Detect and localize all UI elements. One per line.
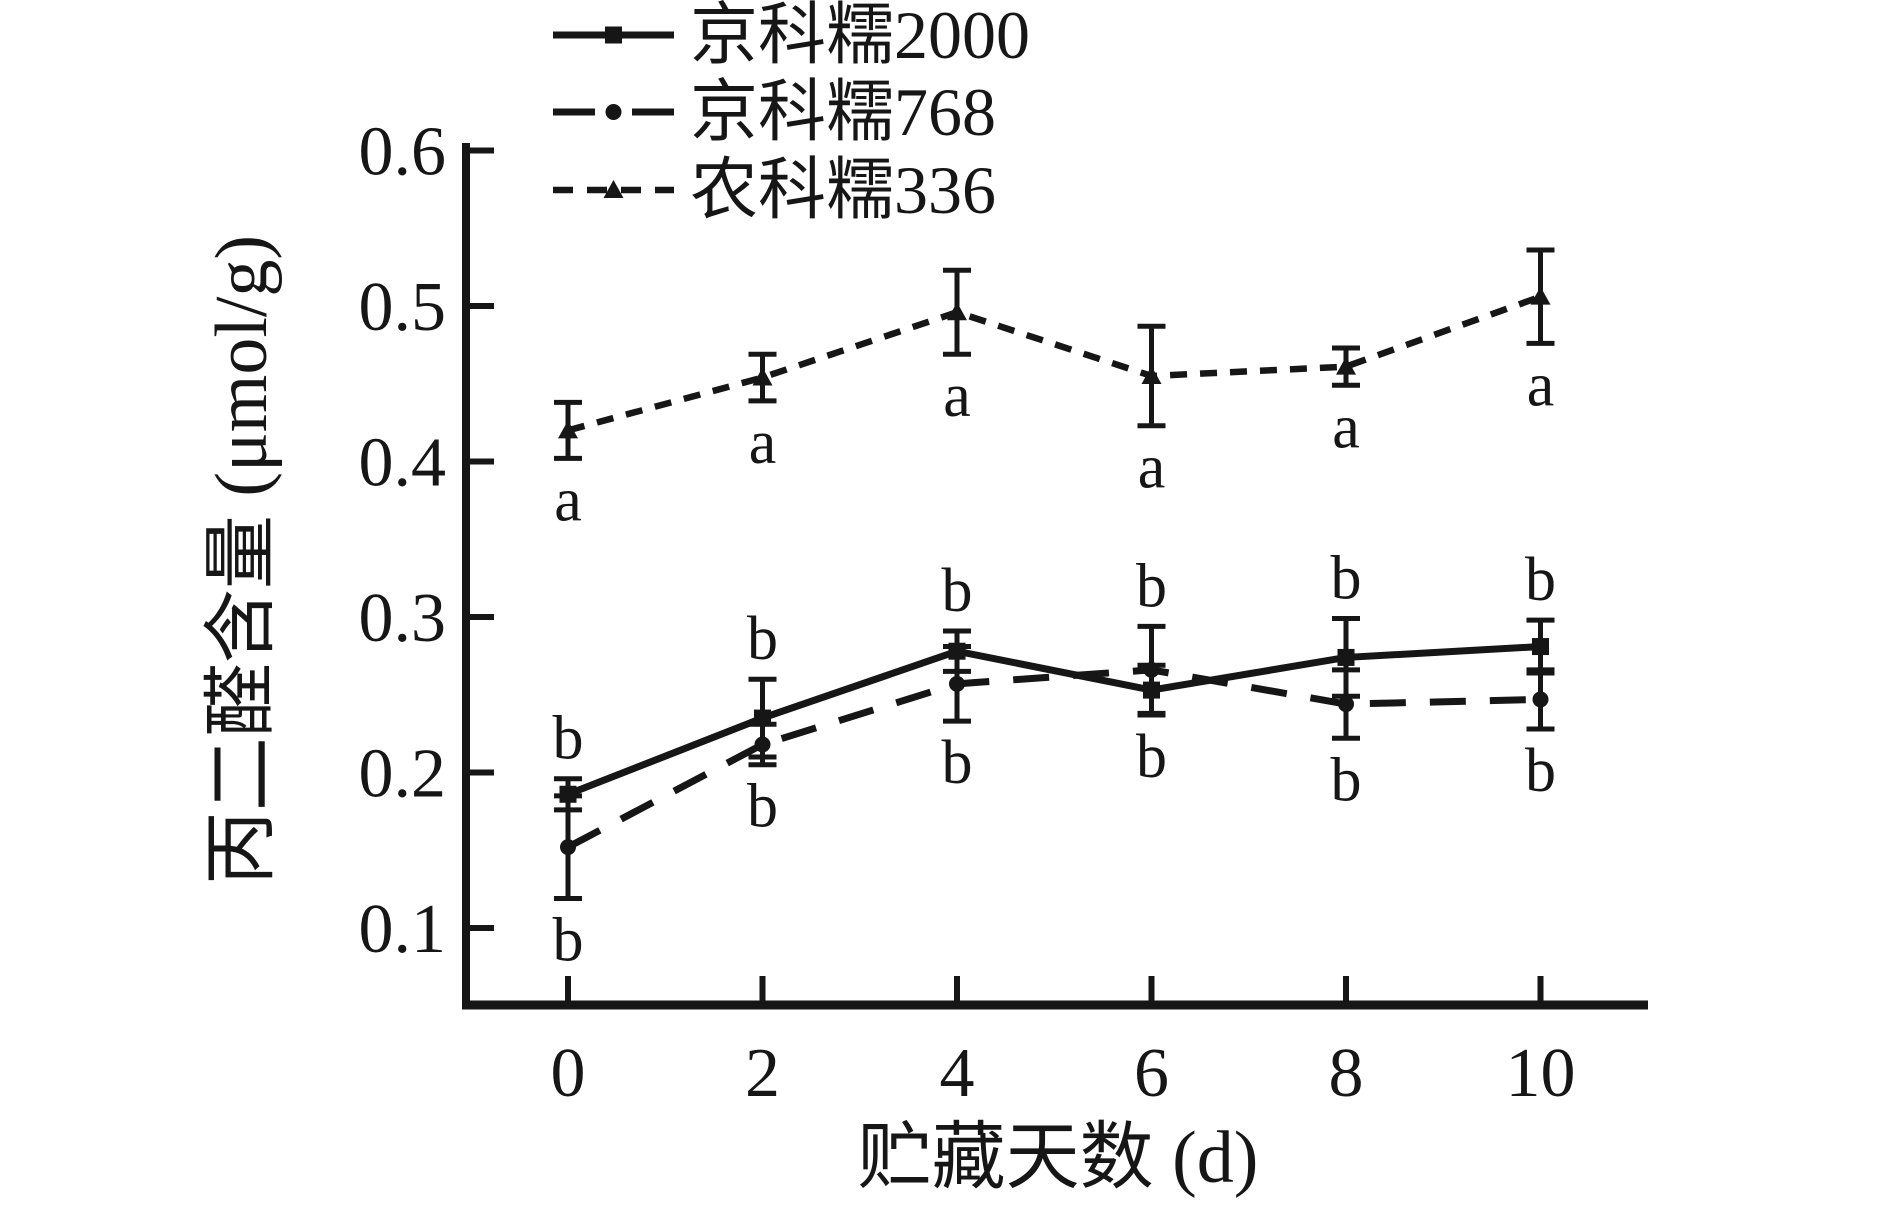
triangle-marker [752, 367, 773, 386]
circle-marker [605, 104, 622, 120]
square-marker [1532, 638, 1549, 656]
sig-label: b [553, 705, 584, 773]
sig-label: a [554, 466, 582, 534]
square-marker [559, 785, 577, 803]
x-tick-label: 4 [940, 1035, 975, 1112]
circle-marker [560, 839, 576, 856]
triangle-marker [558, 420, 578, 439]
y-axis-title: 丙二醛含量 (μmol/g) [201, 235, 283, 885]
circle-marker [1338, 696, 1354, 713]
triangle-marker [947, 302, 967, 321]
x-tick-label: 0 [551, 1035, 586, 1112]
circle-marker [1532, 691, 1549, 708]
triangle-marker [1336, 356, 1356, 375]
sig-label: b [1331, 746, 1362, 814]
square-marker [1143, 681, 1160, 699]
sig-label: a [749, 409, 777, 477]
y-tick-label: 0.1 [359, 891, 447, 968]
sig-label: b [942, 557, 973, 625]
series-line [567, 293, 1542, 434]
series-line [566, 643, 1541, 798]
square-marker [754, 709, 771, 727]
y-tick-label: 0.2 [359, 736, 447, 813]
sig-label: b [1525, 546, 1556, 614]
y-tick-label: 0.3 [359, 580, 447, 657]
series-triangle: a a a a a a [554, 247, 1555, 534]
square-marker [948, 642, 966, 660]
y-tick-label: 0.5 [359, 269, 447, 346]
sig-label: b [553, 906, 584, 974]
triangle-marker [1141, 365, 1162, 384]
y-tick-label: 0.6 [359, 114, 447, 191]
legend-label: 京科糯768 [690, 74, 996, 150]
triangle-marker [1530, 286, 1551, 305]
x-tick-label: 6 [1134, 1035, 1169, 1112]
legend-label: 京科糯2000 [690, 0, 1030, 73]
series-square: b b b b b b [553, 545, 1556, 813]
legend-item: 农科糯336 [553, 152, 996, 228]
x-tick-label: 2 [745, 1035, 780, 1112]
legend-item: 京科糯768 [553, 74, 996, 150]
sig-label: a [1332, 393, 1360, 461]
sig-label: b [747, 773, 778, 841]
triangle-marker [603, 180, 624, 198]
y-tick-label: 0.4 [359, 425, 447, 502]
sig-label: a [1138, 434, 1166, 502]
square-marker [1337, 648, 1355, 666]
sig-label: b [1525, 737, 1556, 805]
legend-label: 农科糯336 [690, 152, 996, 228]
sig-label: b [1136, 552, 1167, 620]
sig-label: a [943, 362, 971, 430]
series-circle: b b b b b b [553, 552, 1557, 974]
sig-label: b [1136, 723, 1167, 791]
sig-label: a [1527, 351, 1555, 419]
x-tick-label: 8 [1329, 1035, 1364, 1112]
circle-marker [949, 675, 965, 692]
x-axis-title: 贮藏天数 (d) [858, 1117, 1259, 1199]
square-marker [605, 26, 622, 44]
legend-item: 京科糯2000 [553, 0, 1030, 73]
series-line [566, 666, 1541, 851]
sig-label: b [942, 729, 973, 797]
sig-label: b [1331, 545, 1362, 613]
sig-label: b [747, 605, 778, 673]
x-tick-label: 10 [1506, 1035, 1576, 1112]
